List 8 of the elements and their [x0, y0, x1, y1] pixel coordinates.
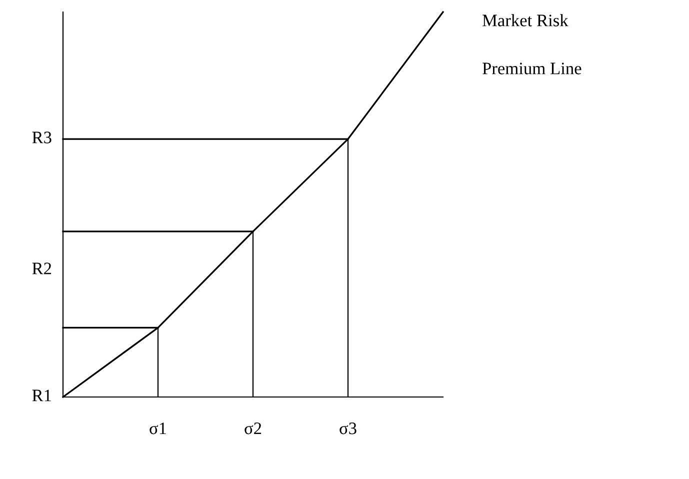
text: R3: [32, 132, 52, 144]
text: R2: [32, 262, 52, 274]
text: R1: [32, 390, 51, 402]
text: Market Risk: [482, 14, 568, 26]
x-tick-label: σ1: [150, 422, 166, 434]
x-tick-label: σ3: [340, 422, 356, 434]
text: Premium Line: [482, 62, 582, 74]
x-tick-label: σ2: [244, 422, 262, 434]
